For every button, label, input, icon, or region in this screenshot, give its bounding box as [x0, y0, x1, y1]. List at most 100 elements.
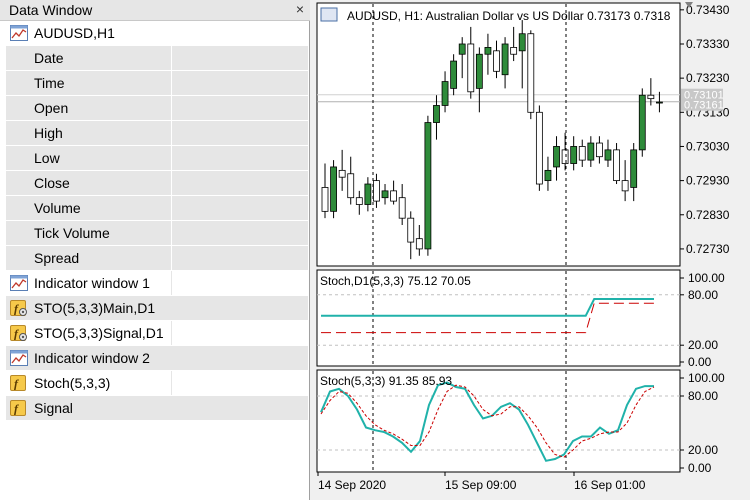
indicator-window-1-row[interactable]: Indicator window 1: [6, 271, 308, 296]
field-row[interactable]: Volume: [6, 196, 308, 221]
indicator-gear-icon: f: [10, 300, 27, 316]
field-row[interactable]: High: [6, 121, 308, 146]
price-tick-label: 0.73330: [686, 37, 730, 51]
field-row-label: High: [34, 125, 63, 141]
sto-signal-row-label: STO(5,3,3)Signal,D1: [34, 325, 164, 341]
sub-window-1-label: Stoch,D1(5,3,3) 75.12 70.05: [320, 274, 471, 288]
candle-body: [595, 142, 603, 158]
stoch-signal-line: [320, 384, 655, 458]
field-row-value: [171, 246, 308, 270]
field-row[interactable]: Spread: [6, 246, 308, 271]
osc-tick-label: 80.00: [688, 389, 718, 403]
stoch-row[interactable]: f Stoch(5,3,3): [6, 371, 308, 396]
chart-window-icon: [10, 275, 28, 291]
price-tick-label: 0.73430: [686, 3, 730, 17]
field-row-label: Spread: [34, 250, 80, 266]
svg-text:f: f: [14, 302, 19, 316]
close-icon[interactable]: ×: [295, 1, 304, 17]
data-window-panel: Data Window × AUDUSD,H1 Date Time Open High L…: [0, 0, 310, 500]
field-row[interactable]: Open: [6, 96, 308, 121]
indicator-window-1-row-label: Indicator window 1: [34, 275, 150, 291]
candle-body: [518, 33, 526, 52]
chart-pane-1: [316, 2, 681, 267]
osc-tick-label: 80.00: [688, 288, 718, 302]
field-row[interactable]: Low: [6, 146, 308, 171]
chart-area[interactable]: 0.73430 0.73330 0.73230 0.73130 0.73030 0.729…: [313, 0, 750, 500]
candle-body: [475, 53, 483, 89]
candle-body: [587, 142, 595, 161]
time-tick-label: 15 Sep 09:00: [445, 478, 517, 492]
candle-body: [561, 149, 569, 164]
candle-body: [484, 47, 492, 55]
candle-body: [570, 146, 578, 164]
signal-row-value: [171, 396, 308, 420]
indicator-function-icon: f: [10, 375, 26, 391]
candle-body: [510, 47, 518, 55]
symbol-row[interactable]: AUDUSD,H1: [6, 21, 308, 46]
osc-tick-label: 20.00: [688, 338, 718, 352]
stoch-row-value: [171, 371, 308, 395]
sto-signal-row[interactable]: f STO(5,3,3)Signal,D1: [6, 321, 308, 346]
chart-window-icon: [10, 25, 28, 41]
field-row-label: Close: [34, 175, 70, 191]
candle-body: [578, 146, 586, 161]
field-row-label: Open: [34, 100, 69, 116]
candle-body: [347, 173, 355, 199]
price-label: 0.73161: [684, 100, 724, 112]
field-row[interactable]: Date: [6, 46, 308, 71]
osc-tick-label: 0.00: [688, 461, 712, 475]
chart-svg[interactable]: 0.734300.733300.732300.731300.730300.729…: [313, 0, 750, 500]
svg-text:f: f: [14, 377, 19, 391]
candle-body: [544, 169, 552, 182]
price-tick-label: 0.73230: [686, 71, 730, 85]
chart-title: AUDUSD, H1: Australian Dollar vs US Doll…: [347, 9, 671, 23]
price-tick-label: 0.72830: [686, 208, 730, 222]
field-row-label: Low: [34, 150, 60, 166]
candle-body: [458, 43, 466, 55]
stoch-signal-line: [321, 302, 654, 334]
price-label: 0.73101: [684, 90, 724, 102]
data-window-list: AUDUSD,H1 Date Time Open High Low Close Volume T…: [6, 21, 308, 421]
candle-body: [364, 183, 372, 205]
field-row[interactable]: Tick Volume: [6, 221, 308, 246]
candle-body: [656, 101, 663, 104]
field-row-label: Tick Volume: [34, 225, 110, 241]
candle-body: [630, 149, 638, 188]
field-row[interactable]: Close: [6, 171, 308, 196]
indicator-gear-icon: f: [10, 325, 27, 341]
indicator-window-1-row-value: [171, 271, 308, 295]
osc-tick-label: 100.00: [688, 371, 725, 385]
field-row-value: [171, 196, 308, 220]
field-row[interactable]: Time: [6, 71, 308, 96]
candle-body: [467, 43, 475, 93]
candle-body: [321, 187, 329, 212]
candle-body: [621, 180, 629, 192]
candle-body: [330, 166, 337, 212]
chart-window-icon: [320, 7, 338, 22]
signal-row[interactable]: f Signal: [6, 396, 308, 421]
sub-window-2-label: Stoch(5,3,3) 91.35 85.93: [320, 374, 452, 388]
field-row-value: [171, 146, 308, 170]
field-row-label: Date: [34, 50, 64, 66]
symbol-label: AUDUSD,H1: [34, 25, 115, 41]
candle-body: [441, 81, 449, 106]
stoch-row-label: Stoch(5,3,3): [34, 375, 111, 391]
price-tick-label: 0.72930: [686, 174, 730, 188]
price-arrow-icon: [685, 2, 693, 8]
candle-body: [604, 149, 612, 161]
indicator-window-2-row[interactable]: Indicator window 2: [6, 346, 308, 371]
sto-main-row[interactable]: f STO(5,3,3)Main,D1: [6, 296, 308, 321]
indicator-function-icon: f: [10, 400, 26, 416]
chart-window-icon: [10, 350, 28, 366]
sto-main-row-label: STO(5,3,3)Main,D1: [34, 300, 156, 316]
candle-body: [424, 122, 432, 250]
osc-tick-label: 100.00: [688, 271, 725, 285]
price-tick-label: 0.72730: [686, 242, 730, 256]
signal-row-label: Signal: [34, 400, 73, 416]
candle-body: [355, 197, 363, 205]
stoch-main-line: [320, 381, 654, 462]
candle-body: [638, 94, 646, 151]
candle-body: [398, 197, 406, 219]
osc-tick-label: 20.00: [688, 443, 718, 457]
candle-body: [535, 111, 543, 185]
